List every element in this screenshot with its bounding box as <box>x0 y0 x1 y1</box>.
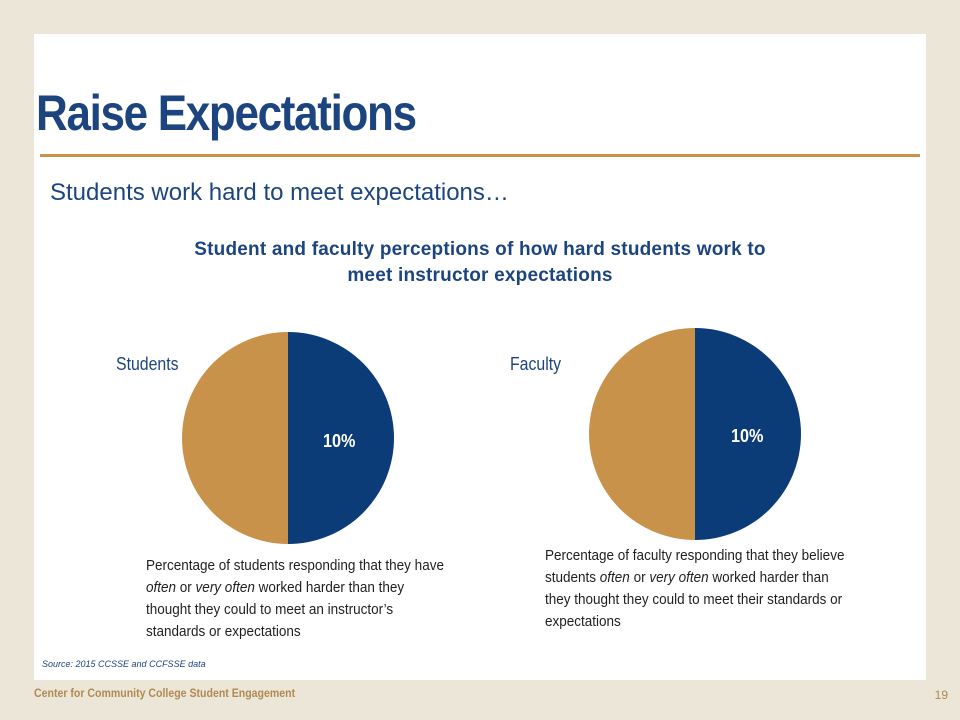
pie-slice-students-1 <box>182 332 288 544</box>
pie-chart-students <box>182 332 394 544</box>
caption-text-run: very often <box>195 579 255 596</box>
caption-text-run: Percentage of faculty responding that th… <box>545 547 845 586</box>
chart-title: Student and faculty perceptions of how h… <box>194 239 766 286</box>
caption-text-run: Percentage of students responding that t… <box>146 557 444 574</box>
source-note: Source: 2015 CCSSE and CCFSSE data <box>42 659 206 669</box>
slide-subtitle: Students work hard to meet expectations… <box>50 179 509 206</box>
page-number: 19 <box>934 688 948 702</box>
pie-title-students: Students <box>116 354 179 374</box>
pie-chart-faculty <box>589 328 801 540</box>
caption-text-run: or <box>176 579 196 596</box>
caption-text-run: worked harder than they thought they cou… <box>545 569 843 630</box>
caption-faculty: Percentage of faculty responding that th… <box>545 545 847 633</box>
pie-slice-label-faculty: 10% <box>731 426 764 446</box>
caption-text-run: very often <box>649 569 709 586</box>
slide-title: Raise Expectations <box>36 85 417 141</box>
pie-slice-faculty-1 <box>589 328 695 540</box>
pie-title-faculty: Faculty <box>510 354 562 374</box>
caption-text-run: often <box>146 579 177 596</box>
caption-text-run: or <box>629 569 650 586</box>
slide: Raise Expectations Students work hard to… <box>34 34 926 680</box>
pie-slice-label-students: 10% <box>323 431 356 451</box>
title-divider <box>40 154 920 157</box>
pie-slice-students-0 <box>288 332 394 544</box>
footer-org-name: Center for Community College Student Eng… <box>34 686 296 700</box>
caption-text-run: worked harder than they thought they cou… <box>146 579 405 640</box>
caption-students: Percentage of students responding that t… <box>146 555 452 643</box>
pie-slice-faculty-0 <box>695 328 801 540</box>
caption-text-run: often <box>599 569 630 586</box>
